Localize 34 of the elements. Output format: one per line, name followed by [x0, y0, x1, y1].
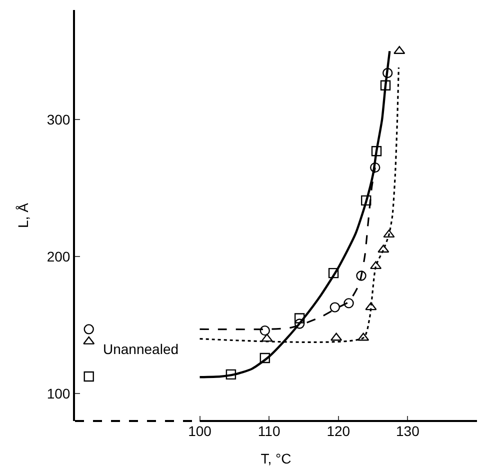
y-axis-title: L, Å	[14, 202, 31, 228]
point	[260, 352, 270, 364]
point	[330, 332, 342, 341]
x-tick-label: 110	[258, 423, 280, 439]
point	[370, 261, 382, 270]
point	[380, 80, 391, 90]
point	[344, 298, 354, 308]
point	[294, 313, 305, 324]
point	[356, 270, 366, 281]
point	[328, 268, 339, 278]
point	[84, 324, 94, 334]
point	[382, 68, 393, 78]
annotation: Unannealed	[103, 341, 179, 357]
point	[83, 336, 95, 344]
point	[330, 302, 340, 312]
x-axis-title: T, °C	[260, 450, 292, 466]
point	[294, 318, 305, 329]
point	[261, 334, 273, 342]
point	[361, 195, 372, 206]
point	[365, 302, 377, 310]
point	[378, 244, 390, 253]
x-tick-label: 130	[396, 423, 420, 439]
point	[358, 332, 370, 341]
y-tick-label: 100	[46, 386, 70, 402]
x-tick-label: 120	[326, 423, 350, 439]
point	[371, 146, 382, 156]
point	[383, 230, 395, 238]
point	[370, 162, 380, 173]
point	[260, 325, 270, 336]
point	[226, 369, 236, 380]
y-tick-label: 200	[46, 248, 70, 264]
y-tick-label: 300	[46, 112, 70, 128]
point	[84, 371, 94, 382]
x-tick-label: 100	[188, 423, 212, 439]
